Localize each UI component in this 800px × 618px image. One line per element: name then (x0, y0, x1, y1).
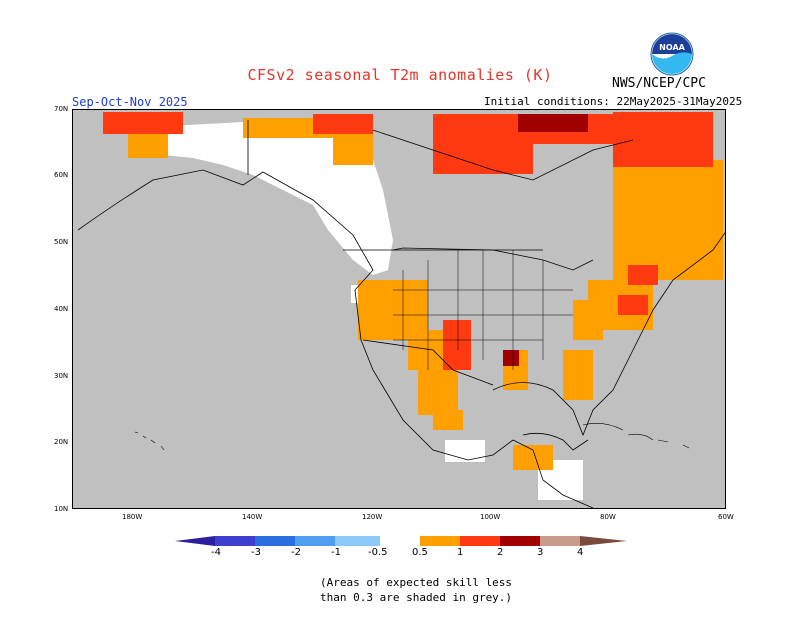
caribbean-islands (582, 423, 690, 449)
colorbar (175, 536, 627, 546)
footnote-line-1: (Areas of expected skill less (320, 576, 513, 589)
lat-label-50n: 50N (54, 238, 69, 246)
map-title: CFSv2 seasonal T2m anomalies (K) (247, 66, 553, 84)
warm-anomaly-areas (128, 118, 723, 470)
season-label: Sep-Oct-Nov 2025 (72, 95, 188, 109)
initial-conditions-label: Initial conditions: 22May2025-31May2025 (484, 95, 743, 108)
noaa-logo-text: NOAA (659, 43, 685, 52)
footnote-line-2: than 0.3 are shaded in grey.) (320, 591, 513, 604)
lon-label-100w: 100W (480, 513, 501, 521)
skill-footnote: (Areas of expected skill less than 0.3 a… (320, 575, 560, 605)
colorbar-label-2: 2 (497, 547, 504, 558)
colorbar-label-1: 1 (457, 547, 464, 558)
colorbar-label-3: 3 (537, 547, 544, 558)
colorbar-label-neg4: -4 (211, 547, 221, 558)
lon-label-140w: 140W (242, 513, 263, 521)
colorbar-label-neg2: -2 (291, 547, 301, 558)
lat-label-10n: 10N (54, 505, 69, 513)
lat-label-70n: 70N (54, 105, 69, 113)
lon-label-120w: 120W (362, 513, 383, 521)
lon-label-80w: 80W (600, 513, 616, 521)
lon-label-180w: 180W (122, 513, 143, 521)
strong-warm-areas (103, 112, 713, 370)
agency-label: NWS/NCEP/CPC (612, 76, 706, 91)
colorbar-label-neg1: -1 (331, 547, 341, 558)
anomaly-map (72, 109, 726, 509)
state-borders (393, 250, 573, 370)
colorbar-label-4: 4 (577, 547, 584, 558)
colorbar-label-05: 0.5 (412, 547, 428, 558)
lon-label-60w: 60W (718, 513, 734, 521)
lat-label-40n: 40N (54, 305, 69, 313)
noaa-logo: NOAA (650, 32, 694, 76)
hawaii-islands (134, 431, 165, 451)
coastlines (77, 120, 725, 508)
colorbar-label-neg05: -0.5 (368, 547, 388, 558)
colorbar-arrow-left (175, 536, 215, 546)
very-warm-areas (503, 114, 588, 366)
lat-label-60n: 60N (54, 171, 69, 179)
lat-label-30n: 30N (54, 372, 69, 380)
colorbar-label-neg3: -3 (251, 547, 261, 558)
map-canvas (77, 112, 725, 508)
colorbar-arrow-right (580, 536, 627, 546)
lat-label-20n: 20N (54, 438, 69, 446)
